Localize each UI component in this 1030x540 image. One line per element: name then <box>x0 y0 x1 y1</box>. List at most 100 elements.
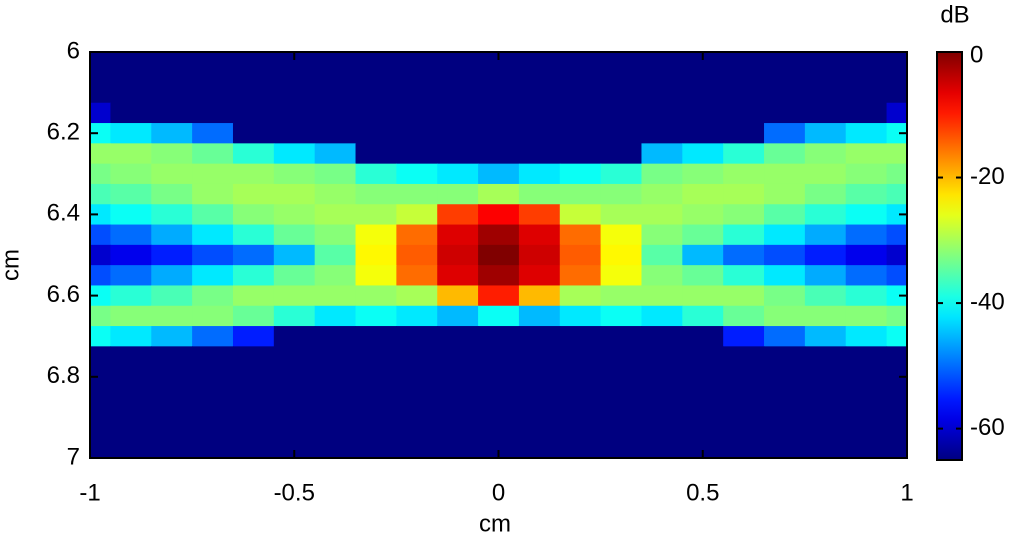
heatmap-cell <box>396 183 438 205</box>
heatmap-cell <box>273 204 316 226</box>
heatmap-cell <box>804 326 847 347</box>
heatmap-cell <box>518 224 561 246</box>
heatmap-cell <box>682 326 724 347</box>
heatmap-cell <box>723 123 765 144</box>
heatmap-cell <box>559 305 602 327</box>
heatmap-cell <box>273 265 316 287</box>
heatmap-cell <box>110 163 152 185</box>
heatmap-cell <box>437 407 479 429</box>
heatmap-cell <box>723 407 765 429</box>
heatmap-cell <box>641 265 683 287</box>
heatmap-cell <box>886 285 907 307</box>
heatmap-cell <box>804 224 847 246</box>
heatmap-cell <box>273 62 316 84</box>
heatmap-cell <box>804 265 847 287</box>
heatmap-cell <box>845 427 888 449</box>
heatmap-cell <box>600 244 643 266</box>
heatmap-cell <box>396 82 438 104</box>
heatmap-cell <box>355 143 397 165</box>
x-tick-label: -1 <box>79 479 100 506</box>
heatmap-cell <box>723 366 765 388</box>
heatmap-cell <box>764 447 806 458</box>
heatmap-cell <box>518 52 561 63</box>
heatmap-cell <box>314 143 357 165</box>
heatmap-cell <box>151 326 193 347</box>
heatmap-cell <box>273 163 316 185</box>
heatmap-cell <box>314 285 357 307</box>
heatmap-cell <box>682 366 724 388</box>
heatmap-cell <box>192 366 234 388</box>
heatmap-cell <box>192 305 234 327</box>
heatmap-cell <box>396 305 438 327</box>
heatmap-cell <box>90 204 112 226</box>
heatmap-cell <box>192 123 234 144</box>
heatmap-cell <box>804 143 847 165</box>
heatmap-cell <box>314 427 357 449</box>
heatmap-cell <box>845 102 888 124</box>
heatmap-cell <box>232 265 275 287</box>
heatmap-cell <box>723 285 765 307</box>
heatmap-cell <box>518 366 561 388</box>
heatmap-cell <box>559 407 602 429</box>
heatmap-cell <box>559 102 602 124</box>
heatmap-cell <box>396 204 438 226</box>
heatmap-cell <box>437 183 479 205</box>
heatmap-cell <box>90 244 112 266</box>
heatmap-cell <box>478 244 520 266</box>
heatmap-cell <box>764 346 806 368</box>
heatmap-cell <box>110 346 152 368</box>
heatmap-cell <box>559 62 602 84</box>
heatmap-cell <box>641 346 683 368</box>
heatmap-cell <box>151 366 193 388</box>
heatmap-cell <box>559 123 602 144</box>
heatmap-cell <box>314 346 357 368</box>
heatmap-cell <box>478 163 520 185</box>
heatmap-cell <box>518 447 561 458</box>
heatmap-cell <box>192 52 234 63</box>
heatmap-cell <box>764 163 806 185</box>
heatmap-cell <box>764 62 806 84</box>
heatmap-cell <box>232 143 275 165</box>
heatmap-cell <box>886 447 907 458</box>
heatmap-cell <box>518 163 561 185</box>
heatmap-cell <box>641 102 683 124</box>
heatmap-cell <box>723 265 765 287</box>
heatmap-cell <box>723 62 765 84</box>
heatmap-cell <box>314 265 357 287</box>
heatmap-cell <box>641 143 683 165</box>
heatmap-cell <box>518 265 561 287</box>
heatmap-cell <box>273 183 316 205</box>
heatmap-cell <box>110 407 152 429</box>
heatmap-cell <box>192 285 234 307</box>
heatmap-cell <box>804 183 847 205</box>
heatmap-cell <box>232 183 275 205</box>
heatmap-cell <box>559 143 602 165</box>
heatmap-cell <box>723 204 765 226</box>
heatmap-cell <box>682 346 724 368</box>
heatmap-cell <box>110 366 152 388</box>
heatmap-cell <box>192 163 234 185</box>
heatmap-cell <box>437 366 479 388</box>
heatmap-cell <box>90 427 112 449</box>
heatmap-cell <box>764 285 806 307</box>
heatmap-cell <box>641 407 683 429</box>
heatmap-cell <box>396 265 438 287</box>
heatmap-cell <box>437 143 479 165</box>
heatmap-cell <box>355 62 397 84</box>
heatmap-cell <box>518 102 561 124</box>
heatmap-cell <box>110 204 152 226</box>
heatmap-cell <box>192 427 234 449</box>
heatmap-cell <box>764 82 806 104</box>
heatmap-cell <box>314 386 357 408</box>
heatmap-cell <box>723 82 765 104</box>
heatmap-cell <box>764 183 806 205</box>
heatmap-cell <box>600 386 643 408</box>
heatmap-cell <box>600 265 643 287</box>
heatmap-cell <box>90 52 112 63</box>
colorbar-tick-label: 0 <box>970 41 983 68</box>
heatmap-cell <box>559 224 602 246</box>
heatmap-cell <box>518 407 561 429</box>
heatmap-cell <box>845 265 888 287</box>
heatmap-cell <box>355 407 397 429</box>
heatmap-cell <box>355 123 397 144</box>
